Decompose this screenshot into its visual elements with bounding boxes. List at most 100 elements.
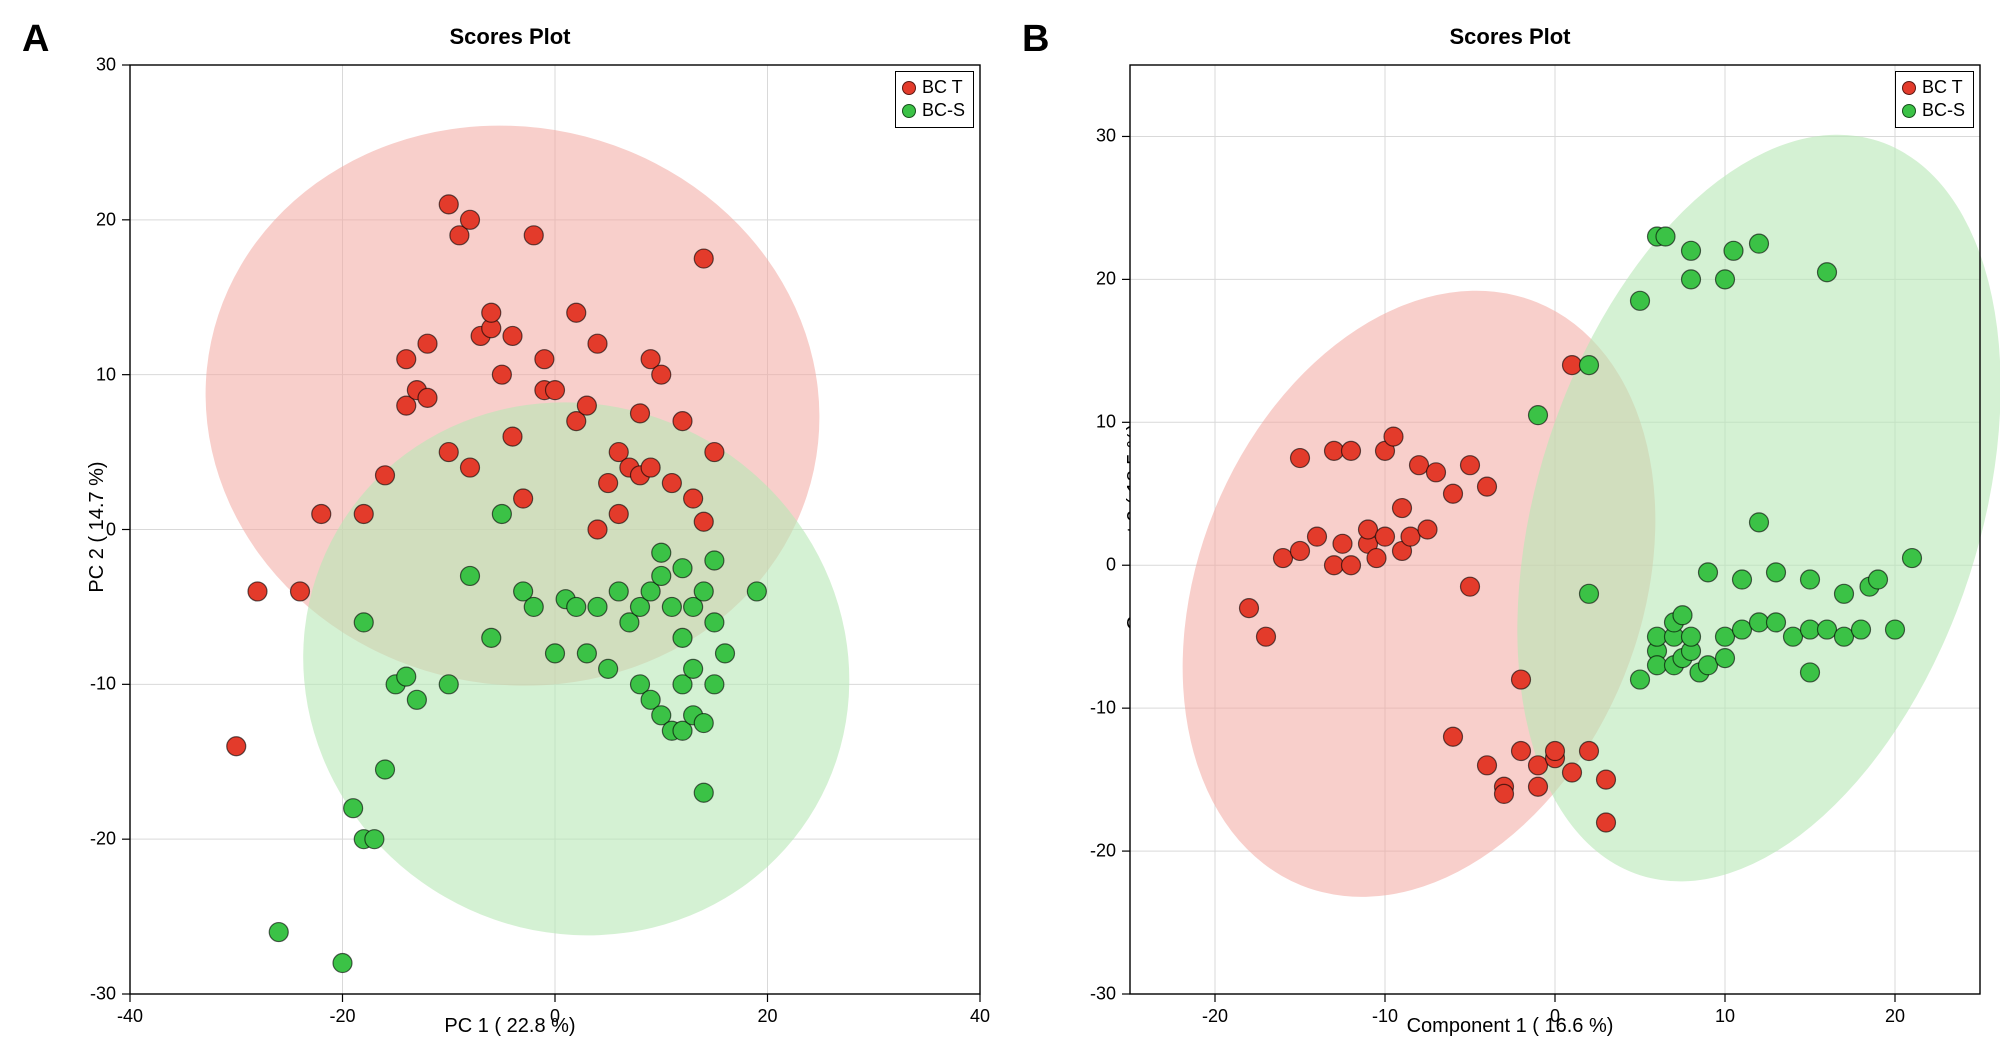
data-point xyxy=(716,644,735,663)
data-point xyxy=(365,830,384,849)
data-point xyxy=(1495,784,1514,803)
legend-item: BC T xyxy=(1902,76,1965,99)
data-point xyxy=(662,474,681,493)
data-point xyxy=(1597,813,1616,832)
data-point xyxy=(1648,656,1667,675)
data-point xyxy=(1733,620,1752,639)
data-point xyxy=(599,474,618,493)
data-point xyxy=(694,249,713,268)
legend-label: BC T xyxy=(922,76,963,99)
data-point xyxy=(1648,627,1667,646)
data-point xyxy=(1478,756,1497,775)
panel-b-xlabel: Component 1 ( 16.6 %) xyxy=(1010,1015,2000,1038)
figure: A Scores Plot PC 2 ( 14.7 %) -40-2002040… xyxy=(0,0,2000,1054)
legend-label: BC T xyxy=(1922,76,1963,99)
data-point xyxy=(1274,549,1293,568)
data-point xyxy=(1801,620,1820,639)
data-point xyxy=(269,923,288,942)
data-point xyxy=(588,520,607,539)
data-point xyxy=(694,512,713,531)
data-point xyxy=(418,388,437,407)
data-point xyxy=(1733,570,1752,589)
ytick-label: -10 xyxy=(90,674,116,695)
data-point xyxy=(1325,441,1344,460)
data-point xyxy=(1512,670,1531,689)
data-point xyxy=(503,326,522,345)
legend: BC TBC-S xyxy=(1895,71,1974,128)
data-point xyxy=(1682,627,1701,646)
data-point xyxy=(418,334,437,353)
data-point xyxy=(492,365,511,384)
data-point xyxy=(439,675,458,694)
data-point xyxy=(503,427,522,446)
data-point xyxy=(652,566,671,585)
panel-b-title: Scores Plot xyxy=(1010,24,2000,50)
data-point xyxy=(673,412,692,431)
data-point xyxy=(1597,770,1616,789)
data-point xyxy=(1418,520,1437,539)
panel-a-plot-area: -40-2002040-30-20-100102030BC TBC-S xyxy=(130,65,980,994)
data-point xyxy=(248,582,267,601)
data-point xyxy=(1673,606,1692,625)
data-point xyxy=(609,582,628,601)
data-point xyxy=(1563,356,1582,375)
data-point xyxy=(291,582,310,601)
data-point xyxy=(1376,527,1395,546)
data-point xyxy=(1886,620,1905,639)
data-point xyxy=(524,226,543,245)
data-point xyxy=(354,505,373,524)
data-point xyxy=(1529,756,1548,775)
data-point xyxy=(684,489,703,508)
data-point xyxy=(673,559,692,578)
data-point xyxy=(407,690,426,709)
legend-item: BC-S xyxy=(902,99,965,122)
data-point xyxy=(482,628,501,647)
data-point xyxy=(546,381,565,400)
data-point xyxy=(1444,484,1463,503)
data-point xyxy=(439,195,458,214)
data-point xyxy=(1699,656,1718,675)
data-point xyxy=(439,443,458,462)
data-point xyxy=(1333,534,1352,553)
data-point xyxy=(1699,563,1718,582)
legend: BC TBC-S xyxy=(895,71,974,128)
data-point xyxy=(1410,456,1429,475)
data-point xyxy=(1546,742,1565,761)
data-point xyxy=(1427,463,1446,482)
data-point xyxy=(673,628,692,647)
data-point xyxy=(354,613,373,632)
ytick-label: 0 xyxy=(1106,555,1116,576)
data-point xyxy=(1342,441,1361,460)
data-point xyxy=(1903,549,1922,568)
data-point xyxy=(1291,449,1310,468)
data-point xyxy=(1240,599,1259,618)
ytick-label: 10 xyxy=(1096,412,1116,433)
ytick-label: 20 xyxy=(96,209,116,230)
data-point xyxy=(1818,263,1837,282)
data-point xyxy=(1291,541,1310,560)
legend-label: BC-S xyxy=(922,99,965,122)
data-point xyxy=(397,350,416,369)
data-point xyxy=(312,505,331,524)
data-point xyxy=(609,505,628,524)
data-point xyxy=(631,404,650,423)
legend-marker-icon xyxy=(902,81,916,95)
data-point xyxy=(577,644,596,663)
legend-marker-icon xyxy=(1902,81,1916,95)
data-point xyxy=(524,597,543,616)
data-point xyxy=(1767,613,1786,632)
data-point xyxy=(1767,563,1786,582)
data-point xyxy=(1308,527,1327,546)
data-point xyxy=(577,396,596,415)
data-point xyxy=(1563,763,1582,782)
data-point xyxy=(1580,356,1599,375)
data-point xyxy=(482,303,501,322)
data-point xyxy=(1529,777,1548,796)
data-point xyxy=(652,365,671,384)
data-point xyxy=(1401,527,1420,546)
data-point xyxy=(1393,499,1412,518)
data-point xyxy=(662,597,681,616)
data-point xyxy=(1835,584,1854,603)
data-point xyxy=(546,644,565,663)
data-point xyxy=(1359,520,1378,539)
